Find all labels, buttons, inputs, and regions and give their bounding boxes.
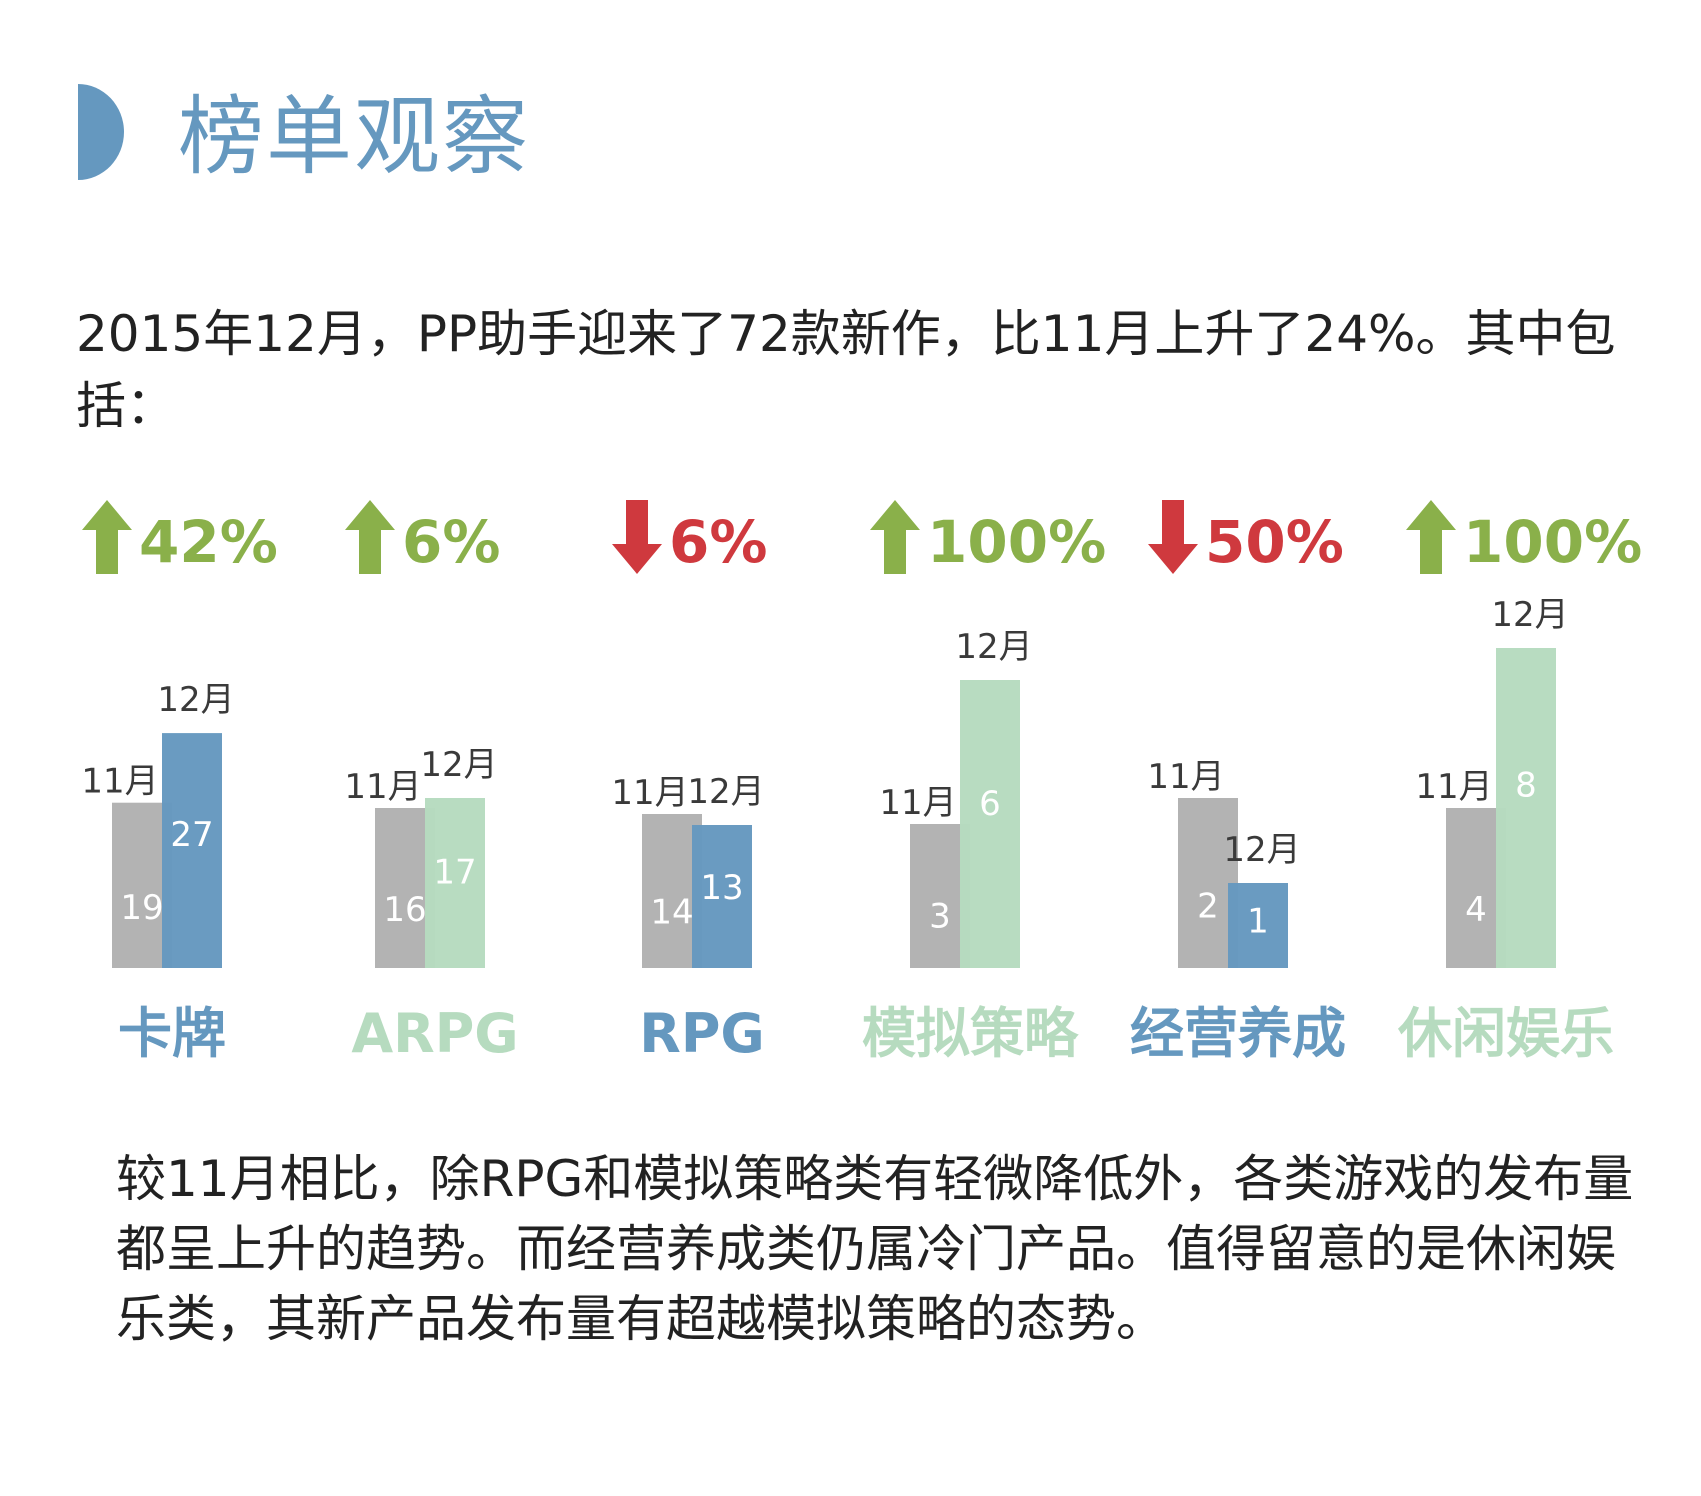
arrow-up-icon bbox=[1406, 500, 1456, 574]
series-label-dec: 12月 bbox=[420, 745, 497, 785]
title-half-circle-icon bbox=[78, 84, 124, 180]
value-label-nov: 19 bbox=[120, 888, 163, 928]
category-label: 休闲娱乐 bbox=[1397, 1002, 1614, 1065]
series-label-dec: 12月 bbox=[955, 627, 1032, 667]
bar-dec bbox=[1496, 648, 1556, 968]
series-label-dec: 12月 bbox=[157, 680, 234, 720]
value-label-nov: 16 bbox=[383, 890, 426, 930]
category-label: RPG bbox=[639, 1002, 764, 1065]
intro-paragraph: 2015年12月，PP助手迎来了72款新作，比11月上升了24%。其中包括： bbox=[76, 305, 1616, 435]
value-label-nov: 4 bbox=[1465, 890, 1487, 930]
arrow-down-icon bbox=[1148, 500, 1198, 574]
value-label-dec: 17 bbox=[433, 852, 476, 892]
value-label-nov: 2 bbox=[1197, 886, 1219, 926]
series-label-nov: 11月 bbox=[344, 767, 421, 807]
series-label-nov: 11月 bbox=[1147, 757, 1224, 797]
change-percent-label: 42% bbox=[139, 508, 278, 576]
category-bar-charts: 42%11月12月1927卡牌6%11月12月1617ARPG6%11月12月1… bbox=[81, 500, 1642, 1065]
series-label-nov: 11月 bbox=[879, 783, 956, 823]
arrow-down-icon bbox=[612, 500, 662, 574]
category-label: ARPG bbox=[351, 1002, 518, 1065]
category-label: 卡牌 bbox=[118, 1002, 226, 1065]
bar-dec bbox=[692, 825, 752, 968]
arrow-up-icon bbox=[82, 500, 132, 574]
category-label: 经营养成 bbox=[1130, 1002, 1346, 1065]
series-label-nov: 11月 bbox=[611, 773, 688, 813]
arrow-up-icon bbox=[345, 500, 395, 574]
arrow-up-icon bbox=[870, 500, 920, 574]
bar-dec bbox=[162, 733, 222, 968]
change-percent-label: 50% bbox=[1205, 508, 1344, 576]
bar-dec bbox=[425, 798, 485, 968]
value-label-nov: 3 bbox=[929, 896, 951, 936]
value-label-dec: 27 bbox=[170, 815, 213, 855]
change-percent-label: 6% bbox=[669, 508, 767, 576]
series-label-nov: 11月 bbox=[1415, 767, 1492, 807]
summary-paragraph: 较11月相比，除RPG和模拟策略类有轻微降低外，各类游戏的发布量都呈上升的趋势。… bbox=[116, 1150, 1634, 1348]
bar-dec bbox=[960, 680, 1020, 968]
value-label-dec: 1 bbox=[1247, 902, 1269, 942]
series-label-nov: 11月 bbox=[81, 762, 158, 802]
category-label: 模拟策略 bbox=[862, 1002, 1079, 1065]
value-label-dec: 6 bbox=[979, 784, 1001, 824]
series-label-dec: 12月 bbox=[1223, 830, 1300, 870]
value-label-dec: 8 bbox=[1515, 765, 1537, 805]
value-label-dec: 13 bbox=[700, 868, 743, 908]
page-title: 榜单观察 bbox=[178, 87, 530, 187]
change-percent-label: 100% bbox=[927, 508, 1106, 576]
change-percent-label: 100% bbox=[1463, 508, 1642, 576]
bar-dec bbox=[1228, 883, 1288, 968]
series-label-dec: 12月 bbox=[1491, 595, 1568, 635]
value-label-nov: 14 bbox=[650, 892, 693, 932]
change-percent-label: 6% bbox=[402, 508, 500, 576]
series-label-dec: 12月 bbox=[687, 772, 764, 812]
